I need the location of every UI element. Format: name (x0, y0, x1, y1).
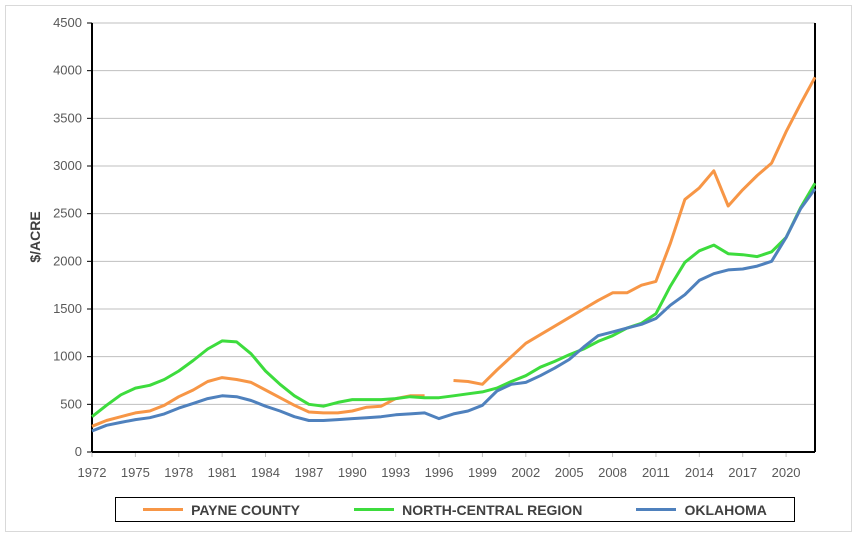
legend-item: NORTH-CENTRAL REGION (354, 502, 582, 518)
y-tick-label: 3500 (53, 110, 82, 125)
legend-swatch (636, 508, 677, 511)
x-tick-label: 2002 (511, 465, 540, 480)
x-tick-label: 1978 (164, 465, 193, 480)
x-tick-label: 1999 (468, 465, 497, 480)
legend-label: PAYNE COUNTY (191, 501, 300, 518)
x-tick-label: 1984 (251, 465, 280, 480)
series-line-oklahoma (91, 188, 817, 433)
x-tick-label: 2005 (555, 465, 584, 480)
x-tick-label: 2014 (685, 465, 714, 480)
legend-label: OKLAHOMA (684, 501, 767, 518)
x-tick-label: 2011 (642, 465, 670, 480)
y-tick-label: 1000 (53, 349, 82, 364)
x-tick-label: 1972 (78, 465, 107, 480)
series-line-north-central-region (91, 182, 817, 418)
x-tick-label: 1990 (338, 465, 367, 480)
y-tick-label: 500 (60, 396, 82, 411)
legend-swatch (354, 508, 395, 511)
legend-item: PAYNE COUNTY (143, 502, 300, 518)
x-tick-label: 1993 (381, 465, 410, 480)
series-line-payne-county (91, 76, 817, 428)
y-tick-label: 2500 (53, 206, 82, 221)
x-tick-label: 2020 (772, 465, 801, 480)
legend-item: OKLAHOMA (636, 501, 767, 518)
x-tick-label: 2008 (598, 465, 627, 480)
x-tick-label: 1975 (121, 465, 150, 480)
chart-frame (5, 5, 852, 532)
y-tick-label: 4500 (53, 15, 82, 30)
x-tick-label: 1996 (425, 465, 454, 480)
legend-swatch (143, 508, 184, 511)
y-tick-label: 0 (75, 444, 82, 459)
x-tick-label: 1981 (208, 465, 237, 480)
legend-label: NORTH-CENTRAL REGION (402, 501, 583, 518)
x-tick-label: 2017 (728, 465, 757, 480)
x-tick-label: 1987 (294, 465, 323, 480)
y-tick-label: 2000 (53, 253, 82, 268)
y-tick-label: 1500 (53, 301, 82, 316)
y-tick-label: 4000 (53, 63, 82, 78)
y-axis-label: $/ACRE (27, 211, 43, 262)
y-tick-label: 3000 (53, 158, 82, 173)
legend: PAYNE COUNTY NORTH-CENTRAL REGION OKLAHOMA (115, 497, 795, 522)
